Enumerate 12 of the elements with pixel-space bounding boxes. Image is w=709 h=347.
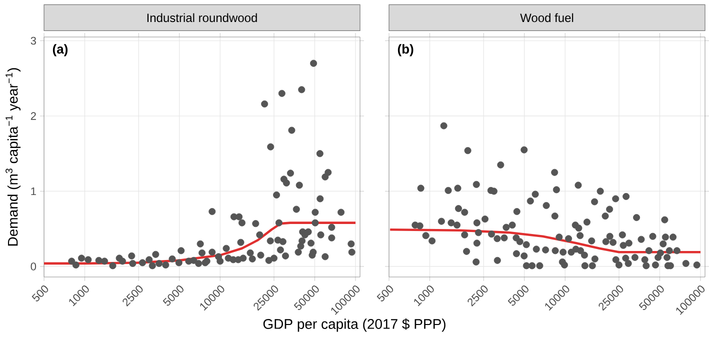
y-tick-label: 3 [30, 36, 36, 45]
annotation: (b) [398, 44, 414, 56]
y-axis-title: Demand (m$^{3}$ capita$^{−1}$ year$^{−1}$) [6, 68, 21, 246]
y-tick-label: 1 [31, 187, 36, 196]
x-tick-label: 500 [376, 286, 394, 302]
annotation: (a) [52, 44, 68, 56]
chart-title: Industrial roundwood [147, 13, 257, 22]
y-tick-label: 2 [30, 112, 36, 120]
x-axis-title: GDP per capita (2017 $ PPP) [263, 318, 446, 332]
x-tick-label: 500 [32, 286, 48, 302]
chart-title: Wood fuel [520, 13, 574, 22]
y-tick-label: 0 [30, 262, 36, 270]
